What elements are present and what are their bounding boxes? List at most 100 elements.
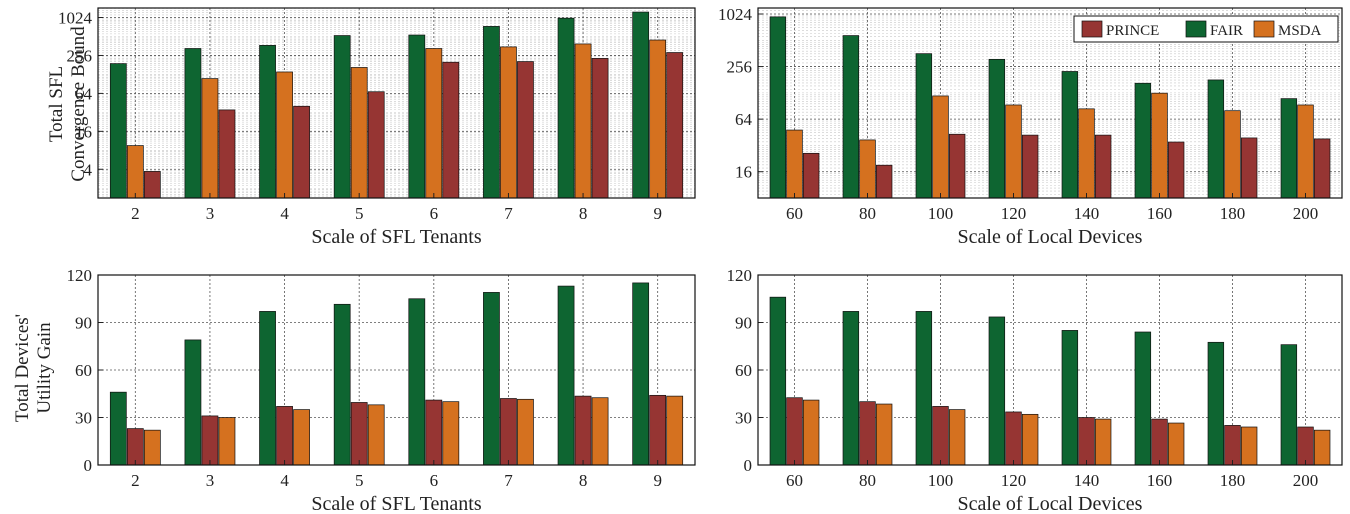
x-tick-label: 180 [1220,471,1246,490]
y-tick-label: 120 [67,266,93,285]
y-tick-label: 16 [735,163,752,182]
bar-prince-200 [1297,426,1314,466]
bar-fair-7 [483,292,500,466]
bar-msda-3 [218,417,236,466]
x-tick-label: 2 [131,471,140,490]
y-tick-label: 1024 [58,9,93,28]
bar-msda-3 [201,78,219,199]
y-tick-label: 1024 [718,5,753,24]
legend-swatch-msda [1253,20,1275,38]
bar-prince-60 [802,152,820,199]
bar-prince-5 [367,91,385,199]
bar-prince-60 [786,397,803,466]
x-tick-label: 8 [579,204,588,223]
bar-msda-6 [425,48,443,199]
x-axis-label: Scale of SFL Tenants [311,493,481,514]
bar-fair-4 [259,311,276,466]
x-tick-label: 160 [1147,204,1173,223]
x-tick-label: 100 [928,204,954,223]
y-tick-label: 90 [735,314,752,333]
y-axis-label-top-line1: Total SFL [46,66,67,142]
plot-frame [757,7,1343,199]
bar-msda-4 [276,71,293,199]
chart-panel-a: 4 16 64 256 1024 2 3 4 5 6 7 8 9 Scale of SFL Tenants [58,7,696,248]
bar-fair-160 [1134,82,1152,199]
bar-fair-9 [632,11,650,199]
x-tick-label: 5 [355,471,364,490]
bar-fair-3 [184,48,202,199]
y-tick-label: 120 [727,266,753,285]
bar-msda-60 [786,129,803,199]
bar-prince-160 [1151,418,1168,466]
y-axis-label-bottom-line1: Total Devices' [12,314,33,422]
bar-msda-80 [859,139,876,199]
bar-msda-160 [1167,422,1185,466]
x-tick-label: 3 [206,204,215,223]
bar-fair-180 [1207,79,1225,199]
x-tick-label: 60 [786,204,803,223]
y-tick-label: 64 [735,110,753,129]
bar-msda-5 [350,67,368,199]
bar-msda-60 [802,399,820,466]
bar-fair-80 [842,35,860,199]
y-tick-label: 256 [727,58,753,77]
bar-msda-2 [143,429,161,466]
bar-fair-2 [109,391,127,466]
bar-fair-7 [483,26,500,199]
x-tick-label: 6 [430,471,439,490]
x-tick-label: 7 [504,204,513,223]
bar-fair-9 [632,282,650,466]
x-tick-label: 100 [928,471,954,490]
bar-prince-7 [517,61,534,199]
bar-fair-100 [915,311,933,466]
bar-prince-4 [276,406,293,466]
bar-prince-9 [666,52,684,199]
bar-msda-120 [1005,104,1022,199]
bar-msda-160 [1151,92,1168,199]
bar-fair-5 [333,35,351,199]
bar-fair-60 [769,16,787,199]
bar-fair-200 [1280,98,1298,199]
bar-prince-200 [1313,138,1331,199]
bar-fair-200 [1280,344,1298,466]
bar-msda-2 [126,145,144,199]
bar-msda-80 [875,403,893,466]
bar-fair-180 [1207,341,1225,466]
x-axis-label: Scale of Local Devices [958,493,1143,514]
bar-msda-9 [649,39,667,199]
bar-msda-9 [666,395,684,466]
x-tick-label: 3 [206,471,215,490]
bar-msda-180 [1224,110,1241,199]
y-tick-label: 4 [84,160,93,179]
bar-prince-80 [859,401,876,466]
bar-prince-100 [948,133,966,199]
bar-msda-120 [1021,413,1039,466]
bar-prince-180 [1240,137,1258,199]
bar-prince-6 [425,399,443,466]
bar-fair-2 [109,63,127,199]
bar-msda-8 [574,43,592,199]
x-tick-label: 80 [859,204,876,223]
bar-msda-180 [1240,426,1258,466]
y-axis-label-bottom-line2: Utility Gain [34,322,55,414]
bar-fair-160 [1134,331,1152,466]
bar-prince-8 [574,395,592,466]
bar-fair-60 [769,296,787,466]
y-tick-label: 60 [75,361,92,380]
bar-prince-2 [126,428,144,466]
x-tick-label: 7 [504,471,513,490]
bar-prince-3 [218,109,236,199]
bar-prince-180 [1224,425,1241,466]
bar-fair-100 [915,53,933,199]
y-tick-label: 60 [735,361,752,380]
bar-fair-80 [842,311,860,466]
bar-prince-7 [500,398,517,466]
x-tick-label: 9 [653,471,662,490]
y-tick-label: 16 [75,122,92,141]
bar-msda-6 [442,401,460,466]
bar-fair-120 [988,316,1006,466]
y-tick-label: 30 [735,409,752,428]
bar-prince-160 [1167,141,1185,199]
